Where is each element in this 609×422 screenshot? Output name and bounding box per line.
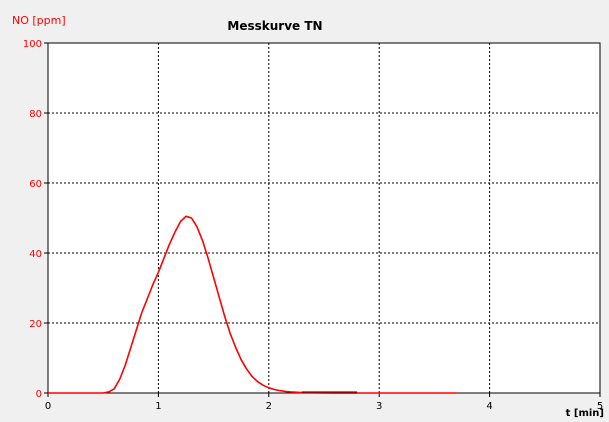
x-tick-label-1: 1 [155, 401, 161, 412]
series-line-0 [48, 215, 457, 394]
x-tick-label-0: 0 [45, 401, 51, 412]
y-axis-label: NO [ppm] [12, 14, 66, 27]
x-tick-label-4: 4 [486, 401, 492, 412]
tick-labels: 0 1 2 3 4 5 0 20 40 60 80 100 [23, 39, 603, 412]
x-tick-label-5: 5 [597, 401, 603, 412]
x-tick-label-3: 3 [376, 401, 382, 412]
y-tick-label-0: 0 [36, 389, 42, 400]
y-tick-label-4: 80 [29, 109, 42, 120]
x-axis-label: t [min] [566, 408, 604, 419]
y-tick-label-5: 100 [23, 39, 42, 50]
y-tick-label-2: 40 [29, 249, 42, 260]
plot-area [47, 42, 601, 394]
series-layer [48, 215, 457, 394]
chart-title: Messkurve TN [227, 19, 322, 33]
axes [44, 42, 601, 397]
grid-lines [48, 43, 600, 393]
y-tick-label-3: 60 [29, 179, 42, 190]
x-tick-label-2: 2 [266, 401, 272, 412]
y-tick-label-1: 20 [29, 319, 42, 330]
